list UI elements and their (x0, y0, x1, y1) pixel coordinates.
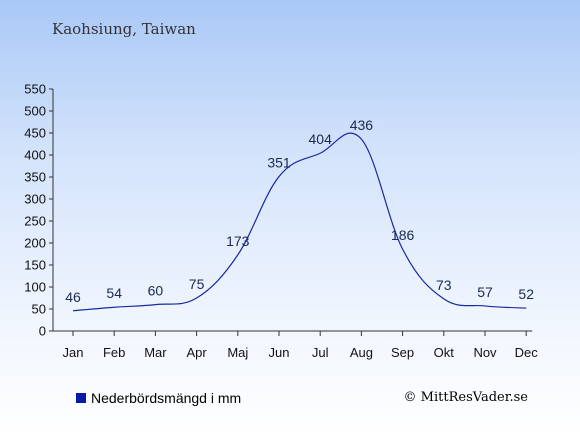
data-label: 46 (65, 289, 81, 305)
series-layer (72, 132, 527, 312)
data-label: 436 (350, 117, 374, 133)
data-label: 60 (148, 283, 164, 299)
x-tick-label: Aug (350, 345, 373, 360)
x-tick-label: Maj (227, 345, 248, 360)
y-tick-label: 0 (39, 324, 46, 339)
copyright-text: © MittResVader.se (403, 390, 528, 405)
y-tick-label: 100 (24, 280, 46, 295)
y-tick-label: 250 (24, 214, 46, 229)
legend-label: Nederbördsmängd i mm (91, 390, 242, 406)
data-label: 57 (477, 284, 493, 300)
data-label: 351 (267, 155, 291, 171)
data-label: 52 (518, 286, 534, 302)
x-tick-label: Okt (434, 345, 455, 360)
data-label: 173 (226, 233, 250, 249)
y-tick-label: 50 (32, 302, 46, 317)
x-tick-label: Apr (186, 345, 207, 360)
location-title: Kaohsiung, Taiwan (52, 20, 196, 38)
y-tick-label: 450 (24, 126, 46, 141)
data-label: 75 (189, 276, 205, 292)
data-label-layer: 46 54 60 75 173 351 404 436 186 73 57 52 (65, 117, 534, 305)
y-tick-label: 150 (24, 258, 46, 273)
y-tick-label: 300 (24, 192, 46, 207)
legend: Nederbördsmängd i mm (76, 390, 241, 406)
legend-swatch (76, 393, 86, 403)
data-label: 54 (106, 285, 122, 301)
y-tick-label: 500 (24, 104, 46, 119)
data-label: 404 (309, 131, 333, 147)
data-label: 73 (436, 277, 452, 293)
x-tick-label: Feb (103, 345, 125, 360)
x-tick-label: Jun (269, 345, 290, 360)
y-tick-label: 400 (24, 148, 46, 163)
x-tick-label: Mar (144, 345, 167, 360)
x-tick-label: Jan (63, 345, 84, 360)
axis-layer: 0 50 100 150 200 250 300 350 400 450 500 550 Jan Feb M… (24, 82, 538, 361)
y-tick-label: 550 (24, 82, 46, 97)
x-tick-label: Nov (473, 345, 497, 360)
series-line-precipitation (72, 132, 527, 312)
y-tick-label: 200 (24, 236, 46, 251)
x-tick-label: Jul (312, 345, 329, 360)
data-label: 186 (391, 227, 415, 243)
y-tick-label: 350 (24, 170, 46, 185)
x-tick-label: Sep (391, 345, 414, 360)
x-tick-label: Dec (515, 345, 539, 360)
